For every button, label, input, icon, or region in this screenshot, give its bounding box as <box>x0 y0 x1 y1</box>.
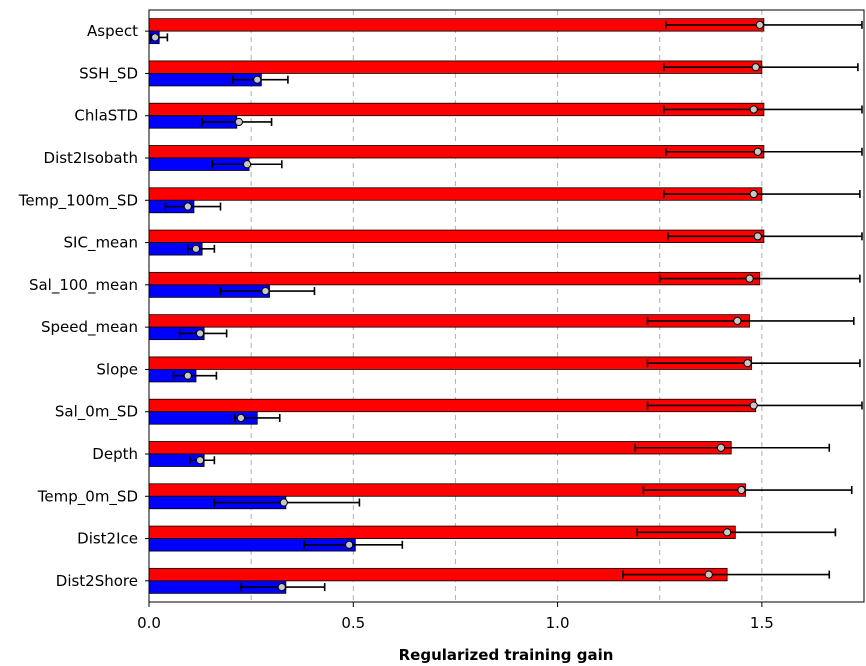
bars <box>148 18 765 594</box>
mean-point <box>749 189 758 199</box>
plot-frame <box>148 9 865 603</box>
y-tick-label: ChlaSTD <box>74 107 138 125</box>
x-tick-label: 0.0 <box>137 614 161 632</box>
mean-point <box>234 117 243 127</box>
y-tick-label: Dist2Ice <box>77 530 138 548</box>
y-tick-label: Dist2Isobath <box>44 149 138 167</box>
y-tick-label: Sal_100_mean <box>29 276 138 295</box>
x-tick-label: 1.5 <box>750 614 774 632</box>
mean-point <box>191 244 201 253</box>
mean-point <box>737 485 746 495</box>
x-tick-label: 1.0 <box>546 614 570 632</box>
y-tick-label: Temp_100m_SD <box>18 191 138 210</box>
mean-point <box>743 359 752 368</box>
x-tick-label: 0.5 <box>341 614 365 632</box>
y-tick-label: Slope <box>96 360 138 378</box>
mean-point <box>279 498 288 507</box>
y-tick-label: Aspect <box>87 22 138 40</box>
mean-point <box>195 329 205 338</box>
y-tick-label: Temp_0m_SD <box>37 487 138 506</box>
mean-point <box>345 540 354 549</box>
x-tick-labels: 0.0 0.5 1.0 1.5 <box>137 602 774 632</box>
mean-point <box>749 401 758 410</box>
y-tick-label: Dist2Shore <box>56 572 138 590</box>
mean-point <box>183 371 192 380</box>
mean-point <box>253 75 262 84</box>
y-tick-labels: Aspect SSH_SD ChlaSTD Dist2Isobath Temp_100m… <box>18 22 149 590</box>
y-tick-label: Speed_mean <box>41 318 138 337</box>
mean-point <box>242 160 252 169</box>
mean-point <box>261 287 270 296</box>
mean-point <box>749 105 758 114</box>
mean-point <box>733 316 742 325</box>
mean-point <box>753 147 762 156</box>
mean-point <box>755 20 764 29</box>
mean-point <box>195 456 205 465</box>
mean-point <box>704 570 713 579</box>
y-tick-label: Sal_0m_SD <box>55 403 138 422</box>
error-bars <box>150 20 863 592</box>
mean-point <box>723 528 732 537</box>
x-axis-label: Regularized training gain <box>399 646 614 664</box>
mean-point <box>236 413 246 423</box>
y-tick-label: SIC_mean <box>64 234 138 253</box>
y-tick-label: SSH_SD <box>79 64 138 83</box>
mean-point <box>183 202 192 211</box>
mean-point <box>753 232 762 241</box>
mean-point <box>751 63 760 72</box>
mean-point <box>151 33 160 42</box>
grid-lines <box>250 10 763 602</box>
y-tick-label: Depth <box>92 445 138 463</box>
mean-point <box>745 274 754 283</box>
mean-point <box>716 443 726 452</box>
mean-point <box>277 583 286 592</box>
